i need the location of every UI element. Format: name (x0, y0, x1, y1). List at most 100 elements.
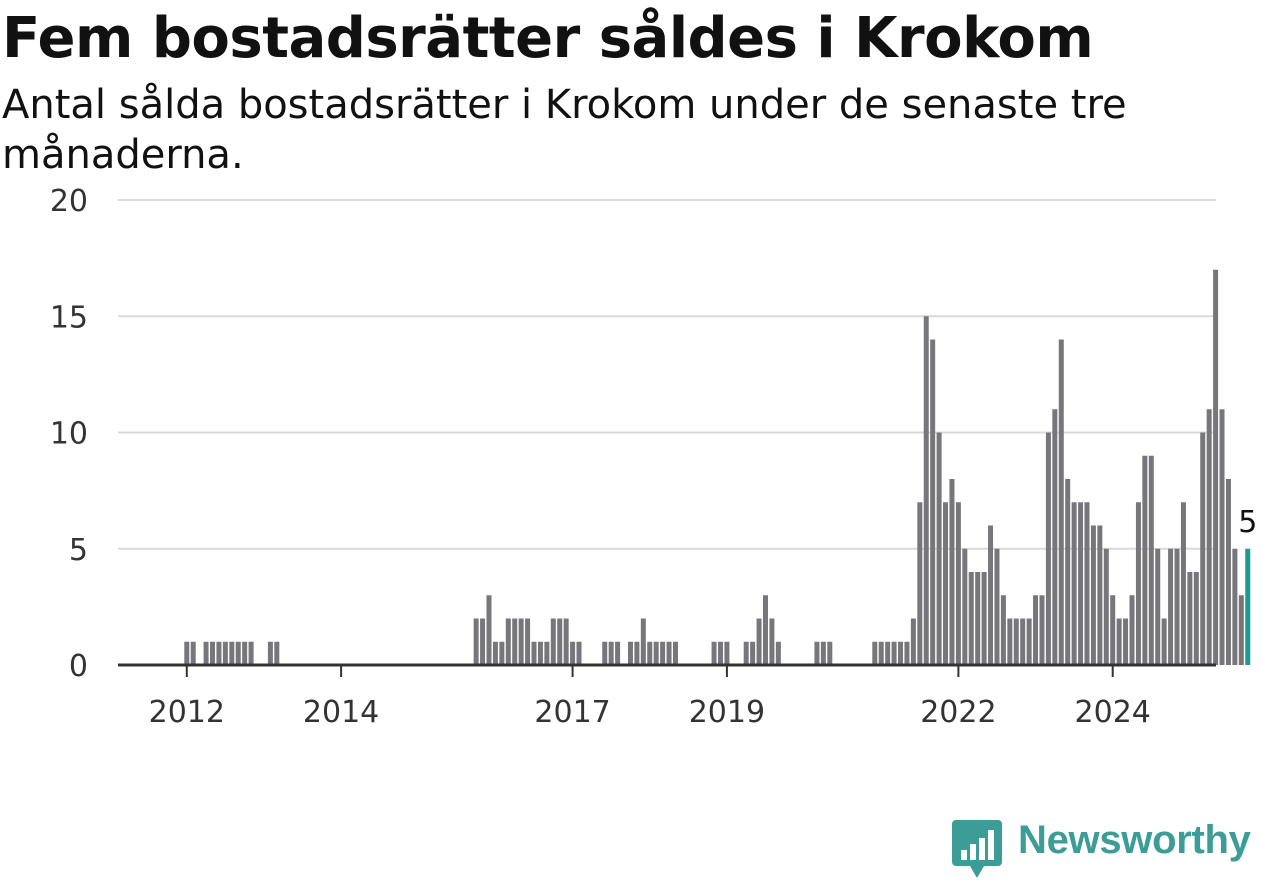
bar (531, 641, 537, 665)
chart-title: Fem bostadsrätter såldes i Krokom (2, 6, 1094, 71)
bar (608, 641, 614, 665)
bar (878, 641, 884, 665)
x-tick-label: 2022 (920, 695, 996, 730)
bar (724, 641, 730, 665)
bar (248, 641, 254, 665)
bar (1161, 618, 1167, 665)
bar (242, 641, 248, 665)
bar (717, 641, 723, 665)
bar (1225, 479, 1231, 665)
bar (499, 641, 505, 665)
bar (544, 641, 550, 665)
bar (1013, 618, 1019, 665)
bar (1097, 525, 1103, 665)
bar (898, 641, 904, 665)
bar-chart-speech-bubble-icon (952, 820, 1002, 878)
bar (570, 641, 576, 665)
bar (1110, 595, 1116, 665)
bar (962, 548, 968, 665)
bar (267, 641, 273, 665)
bar (615, 641, 621, 665)
y-tick-label: 20 (50, 184, 88, 219)
bar (660, 641, 666, 665)
bar (1007, 618, 1013, 665)
bar (743, 641, 749, 665)
bar (949, 479, 955, 665)
bar (274, 641, 280, 665)
bar (1058, 339, 1064, 665)
bar (190, 641, 196, 665)
bar (1078, 502, 1084, 665)
bar (1148, 455, 1154, 665)
bar (750, 641, 756, 665)
bar (1155, 548, 1161, 665)
bar (769, 618, 775, 665)
bar (762, 595, 768, 665)
chart-subtitle: Antal sålda bostadsrätter i Krokom under… (2, 82, 1127, 178)
bar (917, 502, 923, 665)
y-tick-label: 0 (69, 649, 88, 684)
bar (1200, 432, 1206, 665)
bar (775, 641, 781, 665)
bar (1168, 548, 1174, 665)
bar (1174, 548, 1180, 665)
bar (891, 641, 897, 665)
x-tick-label: 2012 (149, 695, 225, 730)
bar (904, 641, 910, 665)
y-tick-label: 15 (50, 300, 88, 335)
bar (666, 641, 672, 665)
bar (229, 641, 235, 665)
bar (1180, 502, 1186, 665)
highlighted-bar (1245, 548, 1251, 665)
bar (975, 572, 981, 665)
bar (473, 618, 479, 665)
bar (1123, 618, 1129, 665)
bar (910, 618, 916, 665)
bar (184, 641, 190, 665)
x-tick-label: 2014 (303, 695, 379, 730)
bar (1026, 618, 1032, 665)
bar (756, 618, 762, 665)
bar (1129, 595, 1135, 665)
bar (1090, 525, 1096, 665)
y-tick-label: 5 (69, 533, 88, 568)
bar (210, 641, 216, 665)
bar (505, 618, 511, 665)
bar (814, 641, 820, 665)
bar (1020, 618, 1026, 665)
bar (930, 339, 936, 665)
bar (672, 641, 678, 665)
bar (653, 641, 659, 665)
x-tick-label: 2019 (689, 695, 765, 730)
y-tick-label: 10 (50, 417, 88, 452)
x-tick-label: 2017 (534, 695, 610, 730)
bar (981, 572, 987, 665)
bar (550, 618, 556, 665)
bar (563, 618, 569, 665)
bar (1187, 572, 1193, 665)
x-tick-label: 2024 (1075, 695, 1151, 730)
bar (602, 641, 608, 665)
bar (480, 618, 486, 665)
bar (943, 502, 949, 665)
bar (820, 641, 826, 665)
bar (1193, 572, 1199, 665)
brand-name: Newsworthy (1018, 818, 1251, 862)
bar (1071, 502, 1077, 665)
bar (994, 548, 1000, 665)
last-value-label: 5 (1238, 505, 1257, 540)
bar (1238, 595, 1244, 665)
bar (1084, 502, 1090, 665)
bar (711, 641, 717, 665)
bar (1135, 502, 1141, 665)
bar (1219, 409, 1225, 665)
bar (557, 618, 563, 665)
bar (827, 641, 833, 665)
bar (222, 641, 228, 665)
bar (1000, 595, 1006, 665)
bar (216, 641, 222, 665)
bar (872, 641, 878, 665)
bar (492, 641, 498, 665)
bar (885, 641, 891, 665)
